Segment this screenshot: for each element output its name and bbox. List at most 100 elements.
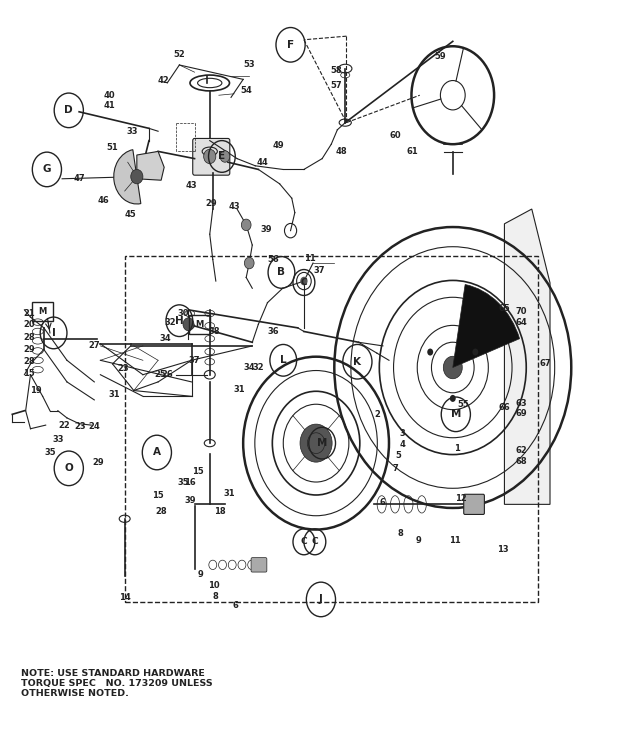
Text: K: K [353, 356, 361, 367]
Text: O: O [64, 463, 73, 473]
Text: J: J [319, 595, 323, 604]
FancyBboxPatch shape [251, 558, 267, 572]
Text: 38: 38 [208, 327, 219, 336]
Text: 44: 44 [257, 158, 268, 167]
Text: 28: 28 [156, 507, 167, 516]
Text: 34: 34 [244, 363, 255, 372]
Circle shape [203, 149, 216, 164]
Text: 29: 29 [93, 458, 104, 467]
Polygon shape [505, 209, 550, 504]
Text: 14: 14 [119, 593, 131, 603]
Circle shape [450, 395, 456, 402]
Circle shape [244, 257, 254, 269]
Text: D: D [64, 105, 73, 115]
Text: 12: 12 [455, 494, 467, 503]
Text: B: B [277, 268, 285, 277]
Text: H: H [175, 315, 184, 326]
Text: 43: 43 [228, 201, 240, 211]
Text: 6: 6 [233, 600, 239, 610]
Text: NOTE: USE STANDARD HARDWARE
TORQUE SPEC   NO. 173209 UNLESS
OTHERWISE NOTED.: NOTE: USE STANDARD HARDWARE TORQUE SPEC … [21, 669, 213, 698]
Text: 52: 52 [174, 50, 185, 59]
Text: 53: 53 [244, 60, 255, 70]
Text: 39: 39 [260, 225, 272, 234]
Text: 32: 32 [252, 363, 264, 372]
Circle shape [300, 277, 308, 285]
Text: 69: 69 [516, 409, 527, 418]
Text: 51: 51 [107, 143, 118, 152]
Text: F: F [287, 40, 294, 50]
Text: 8: 8 [213, 592, 219, 601]
Bar [32, 302, 53, 320]
Text: 35: 35 [178, 478, 190, 487]
Text: 42: 42 [157, 76, 169, 85]
Text: 63: 63 [516, 399, 527, 408]
Text: C: C [301, 537, 308, 546]
Text: 43: 43 [186, 182, 197, 190]
Text: 11: 11 [449, 536, 461, 545]
Text: 8: 8 [397, 528, 403, 538]
Text: 46: 46 [97, 196, 109, 205]
Text: 59: 59 [435, 52, 446, 61]
Text: 65: 65 [498, 304, 510, 313]
Text: 54: 54 [241, 86, 252, 95]
Text: 33: 33 [52, 435, 64, 444]
Text: 40: 40 [104, 90, 115, 100]
Text: 31: 31 [224, 489, 236, 498]
Text: 1: 1 [454, 444, 460, 453]
Text: 60: 60 [389, 131, 401, 140]
Text: 3: 3 [399, 429, 405, 438]
Text: 9: 9 [198, 570, 203, 579]
Text: 35: 35 [44, 448, 56, 457]
Text: 47: 47 [73, 174, 85, 183]
Text: E: E [218, 151, 226, 162]
Text: 62: 62 [516, 446, 528, 455]
FancyBboxPatch shape [193, 138, 230, 175]
Text: 66: 66 [498, 403, 510, 412]
Text: 23: 23 [74, 422, 86, 431]
Text: 61: 61 [406, 147, 418, 156]
Text: 58: 58 [330, 66, 342, 75]
Text: 41: 41 [104, 101, 115, 110]
Text: 21: 21 [24, 309, 35, 318]
Text: 70: 70 [516, 306, 527, 316]
Text: 15: 15 [153, 491, 164, 501]
Text: 15: 15 [24, 369, 35, 378]
Text: 45: 45 [125, 210, 136, 219]
Text: 25: 25 [154, 370, 166, 379]
Text: 55: 55 [457, 401, 469, 409]
Text: 26: 26 [161, 370, 173, 379]
Circle shape [427, 348, 433, 356]
Text: 33: 33 [127, 126, 138, 136]
Text: 20: 20 [24, 320, 35, 329]
Text: 7: 7 [392, 464, 398, 473]
Wedge shape [453, 284, 520, 368]
Text: L: L [280, 355, 286, 365]
Text: C: C [311, 537, 318, 546]
Text: 37: 37 [189, 356, 200, 365]
Wedge shape [113, 150, 141, 204]
Text: 27: 27 [89, 341, 100, 351]
Text: 49: 49 [273, 141, 284, 150]
Text: 4: 4 [399, 440, 405, 449]
Text: 19: 19 [30, 386, 41, 395]
Text: 30: 30 [178, 309, 189, 318]
Text: 29: 29 [24, 345, 35, 354]
Text: 11: 11 [304, 254, 316, 262]
Text: 10: 10 [208, 581, 220, 589]
Text: 48: 48 [336, 147, 347, 156]
Text: 6: 6 [380, 498, 386, 507]
Text: 36: 36 [268, 327, 280, 336]
Text: G: G [43, 165, 51, 174]
Bar [125, 256, 538, 601]
FancyBboxPatch shape [464, 494, 484, 514]
Text: 22: 22 [58, 420, 70, 430]
Polygon shape [137, 151, 164, 180]
Text: 15: 15 [192, 467, 203, 476]
Text: 24: 24 [89, 422, 100, 431]
Text: 57: 57 [330, 81, 342, 90]
Text: 37: 37 [313, 266, 325, 275]
Text: 34: 34 [159, 334, 171, 343]
Text: 9: 9 [415, 536, 421, 545]
Text: 28: 28 [24, 357, 35, 366]
Text: 39: 39 [185, 496, 196, 505]
